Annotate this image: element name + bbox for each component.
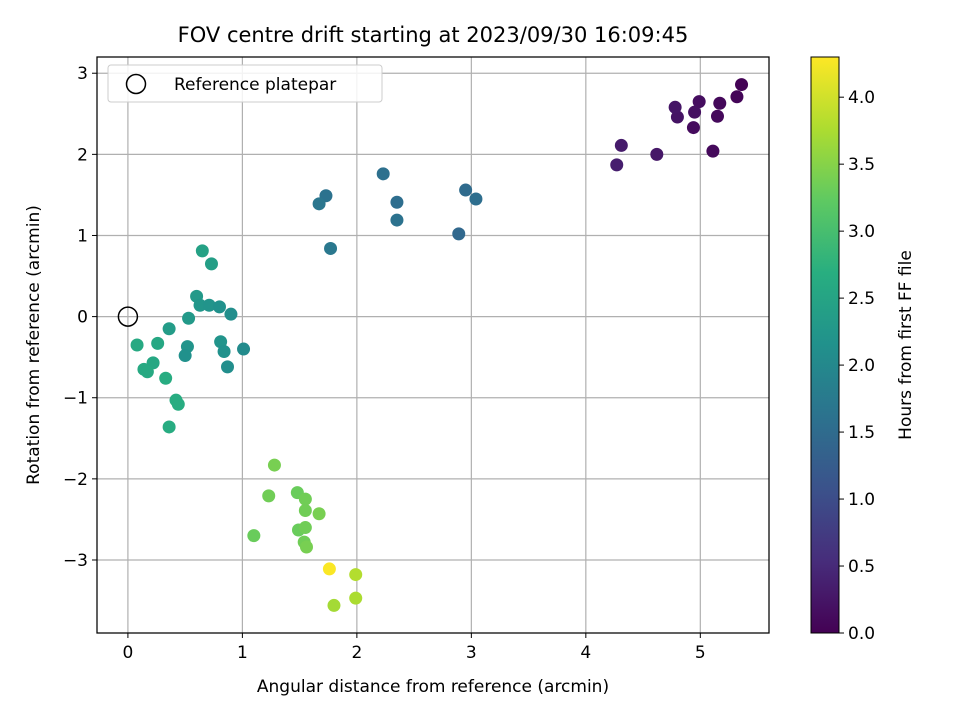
data-point xyxy=(140,365,154,379)
data-point xyxy=(710,109,724,123)
y-tick-label: 1 xyxy=(77,226,88,246)
data-point xyxy=(322,562,336,576)
data-point xyxy=(237,342,251,356)
y-tick-label: −1 xyxy=(63,389,88,409)
y-axis-ticks: −3 −2 −1 0 1 2 3 xyxy=(63,64,97,571)
data-point xyxy=(151,336,165,350)
data-point xyxy=(298,492,312,506)
plot-frame xyxy=(96,56,770,634)
colorbar-gradient xyxy=(810,56,840,634)
data-point xyxy=(178,349,192,363)
data-point xyxy=(159,371,173,385)
data-point xyxy=(349,568,363,582)
y-axis-label: Rotation from reference (arcmin) xyxy=(24,205,44,485)
chart-title: FOV centre drift starting at 2023/09/30 … xyxy=(178,23,689,47)
colorbar-tick-label: 1.0 xyxy=(848,490,875,510)
data-point xyxy=(221,360,235,374)
data-point xyxy=(312,197,326,211)
y-tick-label: −3 xyxy=(63,551,88,571)
x-tick-label: 5 xyxy=(695,643,706,663)
data-point xyxy=(614,138,628,152)
data-point xyxy=(390,195,404,209)
legend: Reference platepar xyxy=(107,64,383,103)
data-point xyxy=(349,591,363,605)
x-tick-label: 1 xyxy=(237,643,248,663)
data-point xyxy=(324,241,338,255)
x-tick-label: 4 xyxy=(580,643,591,663)
data-points xyxy=(130,78,749,612)
data-point xyxy=(376,167,390,181)
data-point xyxy=(688,105,702,119)
colorbar-ticks: 0.0 0.5 1.0 1.5 2.0 2.5 3.0 3.5 4.0 xyxy=(839,88,875,644)
x-axis-label: Angular distance from reference (arcmin) xyxy=(257,677,609,697)
colorbar-tick-label: 0.5 xyxy=(848,557,875,577)
legend-box xyxy=(107,64,383,103)
reference-marker xyxy=(117,306,139,327)
data-point xyxy=(204,257,218,271)
data-point xyxy=(182,311,196,325)
data-point xyxy=(224,307,238,321)
y-tick-label: 2 xyxy=(77,145,88,165)
colorbar-tick-label: 2.5 xyxy=(848,289,875,309)
legend-label: Reference platepar xyxy=(174,75,336,95)
colorbar-label: Hours from first FF file xyxy=(896,250,916,440)
data-point xyxy=(162,322,176,336)
grid-lines xyxy=(97,57,769,633)
x-axis-ticks: 0 1 2 3 4 5 xyxy=(122,633,706,663)
data-point xyxy=(212,300,226,314)
data-point xyxy=(327,598,341,612)
data-point xyxy=(713,96,727,110)
data-point xyxy=(735,78,749,92)
y-tick-label: 3 xyxy=(77,64,88,84)
colorbar-tick-label: 3.5 xyxy=(848,155,875,175)
data-point xyxy=(202,298,216,312)
data-point xyxy=(459,183,473,197)
x-tick-label: 2 xyxy=(351,643,362,663)
data-point xyxy=(610,158,624,172)
colorbar: 0.0 0.5 1.0 1.5 2.0 2.5 3.0 3.5 4.0 Hours from f… xyxy=(810,56,916,644)
data-point xyxy=(706,144,720,158)
data-point xyxy=(692,95,706,109)
colorbar-tick-label: 0.0 xyxy=(848,624,875,644)
data-point xyxy=(171,397,185,411)
colorbar-tick-label: 2.0 xyxy=(848,356,875,376)
y-tick-label: 0 xyxy=(77,308,88,328)
data-point xyxy=(650,147,664,161)
data-point xyxy=(730,90,744,104)
data-point xyxy=(247,529,261,543)
data-point xyxy=(217,344,231,358)
colorbar-tick-label: 1.5 xyxy=(848,423,875,443)
data-point xyxy=(267,458,281,472)
data-point xyxy=(686,121,700,135)
data-point xyxy=(162,420,176,434)
x-tick-label: 3 xyxy=(466,643,477,663)
data-point xyxy=(390,213,404,227)
data-point xyxy=(469,192,483,206)
data-point xyxy=(298,521,312,535)
data-point xyxy=(299,540,313,554)
data-point xyxy=(262,489,276,503)
x-tick-label: 0 xyxy=(122,643,133,663)
data-point xyxy=(298,503,312,517)
legend-marker xyxy=(125,73,147,95)
data-point xyxy=(670,110,684,124)
data-point xyxy=(195,244,209,258)
reference-point xyxy=(117,306,139,327)
data-point xyxy=(193,298,207,312)
data-point xyxy=(452,227,466,241)
y-tick-label: −2 xyxy=(63,470,88,490)
data-point xyxy=(668,100,682,114)
colorbar-tick-label: 3.0 xyxy=(848,222,875,242)
colorbar-tick-label: 4.0 xyxy=(848,88,875,108)
data-point xyxy=(130,338,144,352)
data-point xyxy=(312,507,326,521)
